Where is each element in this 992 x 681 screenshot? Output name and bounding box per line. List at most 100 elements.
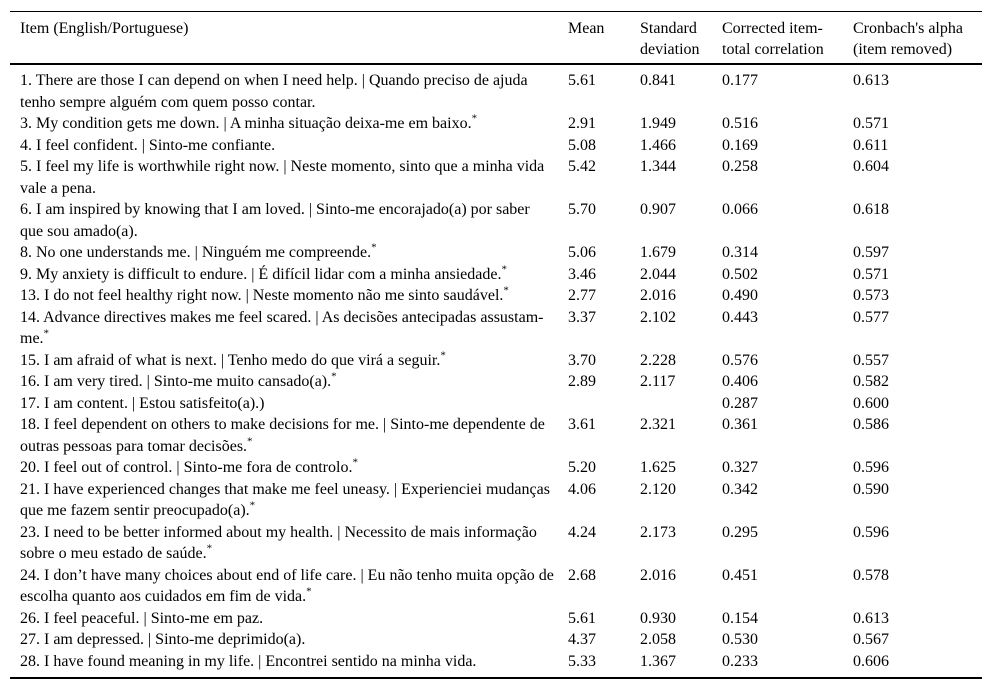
- table-container: Item (English/Portuguese) Mean Standard …: [10, 11, 982, 679]
- citc-cell: 0.154: [722, 609, 758, 627]
- asterisk-superscript: *: [501, 263, 507, 276]
- mean-cell: 4.06: [568, 480, 596, 498]
- citc-cell: 0.287: [722, 394, 758, 412]
- alpha-cell: 0.577: [853, 308, 889, 326]
- item-text: 3. My condition gets me down. | A minha …: [20, 115, 472, 132]
- item-cell: 14. Advance directives makes me feel sca…: [10, 307, 568, 350]
- citc-cell: 0.502: [722, 265, 758, 283]
- table-row: 28. I have found meaning in my life. | E…: [10, 651, 982, 679]
- item-text: 9. My anxiety is difficult to endure. | …: [20, 265, 502, 283]
- item-cell: 15. I am afraid of what is next. | Tenho…: [10, 350, 568, 372]
- alpha-cell: 0.571: [853, 115, 889, 132]
- asterisk-superscript: *: [440, 349, 446, 362]
- alpha-cell: 0.613: [853, 609, 889, 627]
- alpha-cell: 0.578: [853, 566, 889, 584]
- item-cell: 20. I feel out of control. | Sinto-me fo…: [10, 457, 568, 479]
- table-row: 15. I am afraid of what is next. | Tenho…: [10, 350, 982, 372]
- table-row: 9. My anxiety is difficult to endure. | …: [10, 264, 982, 286]
- alpha-cell: 0.573: [853, 287, 889, 304]
- sd-cell: 2.321: [640, 416, 676, 433]
- citc-cell: 0.066: [722, 201, 758, 218]
- mean-cell: 5.61: [568, 72, 596, 89]
- table-row: 27. I am depressed. | Sinto-me deprimido…: [10, 629, 982, 651]
- table-row: 5. I feel my life is worthwhile right no…: [10, 156, 982, 199]
- col-header-item: Item (English/Portuguese): [10, 11, 568, 65]
- sd-cell: [640, 393, 722, 415]
- mean-cell: [568, 393, 640, 415]
- table-row: 13. I do not feel healthy right now. | N…: [10, 285, 982, 307]
- sd-cell: 1.466: [640, 136, 676, 154]
- item-text: 15. I am afraid of what is next. | Tenho…: [20, 351, 441, 369]
- asterisk-superscript: *: [206, 542, 213, 555]
- citc-cell: 0.451: [722, 566, 758, 584]
- mean-cell: 3.46: [568, 265, 596, 283]
- sd-cell: 2.044: [640, 265, 676, 283]
- item-text: 8. No one understands me. | Ninguém me c…: [20, 244, 372, 261]
- col-header-sd-line2: deviation: [640, 41, 700, 58]
- item-text: 6. I am inspired by knowing that I am lo…: [20, 201, 530, 240]
- citc-cell: 0.177: [722, 72, 758, 89]
- citc-cell: 0.490: [722, 287, 758, 304]
- table-row: 21. I have experienced changes that make…: [10, 479, 982, 522]
- sd-cell: 1.367: [640, 652, 676, 670]
- item-cell: 5. I feel my life is worthwhile right no…: [10, 156, 568, 199]
- citc-cell: 0.258: [722, 158, 758, 175]
- col-header-alpha-line2: (item removed): [853, 41, 953, 58]
- asterisk-superscript: *: [43, 327, 50, 340]
- asterisk-superscript: *: [471, 112, 478, 125]
- alpha-cell: 0.597: [853, 244, 889, 261]
- asterisk-superscript: *: [249, 499, 256, 512]
- sd-cell: 0.907: [640, 201, 676, 218]
- table-row: 16. I am very tired. | Sinto-me muito ca…: [10, 371, 982, 393]
- item-cell: 3. My condition gets me down. | A minha …: [10, 113, 568, 135]
- asterisk-superscript: *: [306, 585, 312, 598]
- mean-cell: 5.20: [568, 459, 596, 476]
- table-row: 23. I need to be better informed about m…: [10, 522, 982, 565]
- col-header-sd-line1: Standard: [640, 20, 697, 37]
- citc-cell: 0.295: [722, 523, 758, 541]
- table-row: 24. I don’t have many choices about end …: [10, 565, 982, 608]
- citc-cell: 0.443: [722, 308, 758, 326]
- mean-cell: 5.08: [568, 136, 596, 154]
- item-cell: 23. I need to be better informed about m…: [10, 522, 568, 565]
- alpha-cell: 0.618: [853, 201, 889, 218]
- citc-cell: 0.516: [722, 115, 758, 132]
- table-row: 18. I feel dependent on others to make d…: [10, 414, 982, 457]
- mean-cell: 5.06: [568, 244, 596, 261]
- item-cell: 26. I feel peaceful. | Sinto-me em paz.: [10, 608, 568, 630]
- table-row: 17. I am content. | Estou satisfeito(a).…: [10, 393, 982, 415]
- table-row: 8. No one understands me. | Ninguém me c…: [10, 242, 982, 264]
- sd-cell: 1.344: [640, 158, 676, 175]
- alpha-cell: 0.571: [853, 265, 889, 283]
- mean-cell: 5.61: [568, 609, 596, 627]
- table-row: 4. I feel confident. | Sinto-me confiant…: [10, 135, 982, 157]
- item-cell: 16. I am very tired. | Sinto-me muito ca…: [10, 371, 568, 393]
- item-text: 1. There are those I can depend on when …: [20, 72, 528, 111]
- sd-cell: 2.016: [640, 566, 676, 584]
- item-text: 21. I have experienced changes that make…: [20, 480, 550, 520]
- alpha-cell: 0.557: [853, 351, 889, 369]
- item-text: 16. I am very tired. | Sinto-me muito ca…: [20, 373, 332, 390]
- item-cell: 9. My anxiety is difficult to endure. | …: [10, 264, 568, 286]
- table-row: 26. I feel peaceful. | Sinto-me em paz. 5…: [10, 608, 982, 630]
- asterisk-superscript: *: [247, 435, 253, 448]
- sd-cell: 1.949: [640, 115, 676, 132]
- mean-cell: 4.24: [568, 523, 596, 541]
- alpha-cell: 0.606: [853, 652, 889, 670]
- citc-cell: 0.233: [722, 652, 758, 670]
- alpha-cell: 0.590: [853, 480, 889, 498]
- item-cell: 1. There are those I can depend on when …: [10, 64, 568, 113]
- citc-cell: 0.361: [722, 416, 758, 433]
- mean-cell: 2.77: [568, 287, 596, 304]
- col-header-alpha-line1: Cronbach's alpha: [853, 20, 963, 37]
- sd-cell: 1.679: [640, 244, 676, 261]
- item-cell: 4. I feel confident. | Sinto-me confiant…: [10, 135, 568, 157]
- sd-cell: 2.102: [640, 308, 676, 326]
- item-text: 4. I feel confident. | Sinto-me confiant…: [20, 136, 276, 154]
- mean-cell: 4.37: [568, 631, 596, 648]
- sd-cell: 2.058: [640, 631, 676, 648]
- alpha-cell: 0.567: [853, 631, 889, 648]
- sd-cell: 2.016: [640, 287, 676, 304]
- sd-cell: 1.625: [640, 459, 676, 476]
- table-header: Item (English/Portuguese) Mean Standard …: [10, 11, 982, 65]
